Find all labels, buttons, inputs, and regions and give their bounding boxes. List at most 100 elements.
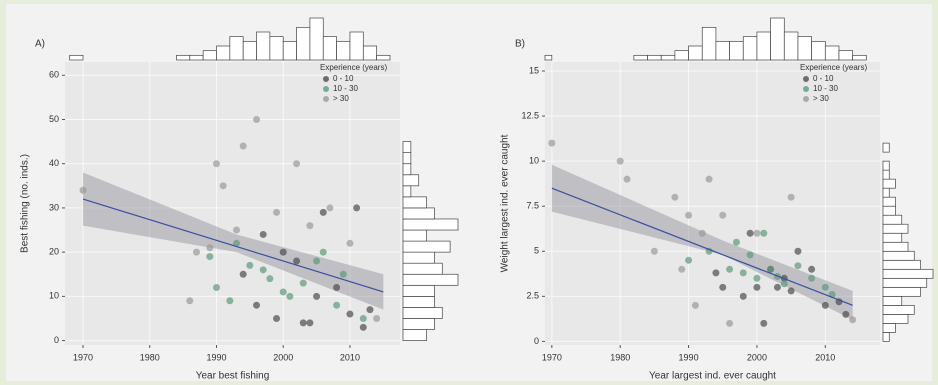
top-hist-bar — [269, 36, 284, 61]
x-tick-label: 1980 — [610, 352, 630, 362]
top-hist-bar — [176, 54, 191, 61]
top-hist-bar — [838, 50, 854, 61]
right-hist-bar — [882, 259, 921, 270]
legend-symbol — [803, 86, 809, 92]
point — [685, 256, 693, 264]
point — [746, 251, 754, 259]
point — [821, 283, 829, 291]
top-hist-bar — [189, 54, 204, 61]
point — [726, 319, 734, 327]
point — [821, 301, 829, 309]
top-hist-bar — [229, 36, 244, 61]
point — [794, 247, 802, 255]
right-hist-bar — [402, 296, 435, 308]
y-tick-label: 12.5 — [521, 110, 539, 120]
point — [346, 239, 354, 247]
point — [849, 316, 857, 324]
y-tick-label: 30 — [49, 202, 59, 212]
point — [279, 288, 287, 296]
y-tick-label: 10 — [49, 291, 59, 301]
point — [273, 208, 281, 216]
point — [705, 175, 713, 183]
point — [548, 139, 556, 147]
legend-symbol — [323, 76, 329, 82]
point — [746, 229, 754, 237]
top-hist-bar — [296, 26, 311, 61]
x-tick-label: 2000 — [273, 352, 293, 362]
point — [366, 306, 374, 314]
y-axis-label: Best fishing (no. inds.) — [20, 154, 31, 253]
right-hist-bar — [402, 273, 459, 286]
point — [753, 283, 761, 291]
point — [835, 298, 843, 306]
right-hist-bar — [882, 142, 890, 153]
confidence-band — [83, 172, 384, 310]
point — [623, 175, 631, 183]
top-hist-bar — [349, 31, 364, 61]
point — [219, 182, 227, 190]
point — [760, 229, 768, 237]
top-hist-bar — [282, 40, 297, 61]
legend-label: 10 - 30 — [813, 84, 838, 93]
point — [206, 244, 214, 252]
plot-area — [65, 62, 400, 345]
top-hist-bar — [701, 26, 717, 61]
right-hist-bar — [882, 205, 896, 216]
point — [732, 238, 740, 246]
point — [808, 265, 816, 273]
x-tick-label: 2010 — [815, 352, 835, 362]
top-hist-bar — [783, 31, 799, 61]
x-axis-label: Year largest ind. ever caught — [649, 371, 776, 382]
x-tick-label: 1970 — [542, 352, 562, 362]
point — [206, 253, 214, 261]
right-hist-bar — [882, 277, 928, 288]
point — [299, 319, 307, 327]
point — [212, 284, 220, 292]
point — [293, 257, 301, 265]
y-tick-label: 60 — [49, 70, 59, 80]
y-tick-label: 2.5 — [526, 291, 539, 301]
point — [279, 248, 287, 256]
top-hist-bar — [811, 40, 826, 61]
right-hist-bar — [402, 207, 435, 220]
point — [192, 248, 200, 256]
point — [266, 275, 274, 283]
point — [712, 269, 720, 277]
legend-symbol — [323, 86, 329, 92]
top-hist-bar — [729, 40, 744, 61]
point — [253, 301, 261, 309]
point — [719, 283, 727, 291]
point — [186, 297, 194, 305]
point — [787, 287, 795, 295]
right-hist-bar — [402, 141, 412, 153]
top-hist-bar — [336, 40, 351, 61]
point — [760, 319, 768, 327]
right-hist-bar — [882, 332, 890, 342]
point — [719, 211, 727, 219]
top-hist-bar — [69, 54, 84, 61]
y-tick-label: 50 — [49, 114, 59, 124]
top-hist-bar — [362, 45, 377, 61]
right-hist-bar — [882, 232, 903, 243]
panel-label: B) — [515, 39, 525, 50]
top-hist-bar — [852, 54, 867, 61]
panel-label: A) — [35, 39, 45, 50]
right-hist-bar — [882, 223, 909, 234]
x-tick-label: 2000 — [747, 352, 767, 362]
x-axis-label: Year best fishing — [196, 371, 270, 382]
top-hist-bar — [309, 17, 324, 61]
right-hist-bar — [882, 196, 896, 207]
right-hist-bar — [882, 323, 896, 333]
point — [253, 115, 261, 123]
right-hist-bar — [402, 185, 412, 198]
top-hist-bar — [242, 40, 257, 61]
right-hist-bar — [882, 214, 903, 225]
legend-title: Experience (years) — [320, 63, 387, 72]
y-tick-label: 10 — [529, 156, 539, 166]
top-hist-bar — [824, 45, 840, 61]
legend-label: 0 - 10 — [333, 74, 354, 83]
y-tick-label: 40 — [49, 158, 59, 168]
x-tick-label: 1990 — [679, 352, 699, 362]
top-hist-bar — [770, 17, 785, 61]
point — [780, 280, 788, 288]
